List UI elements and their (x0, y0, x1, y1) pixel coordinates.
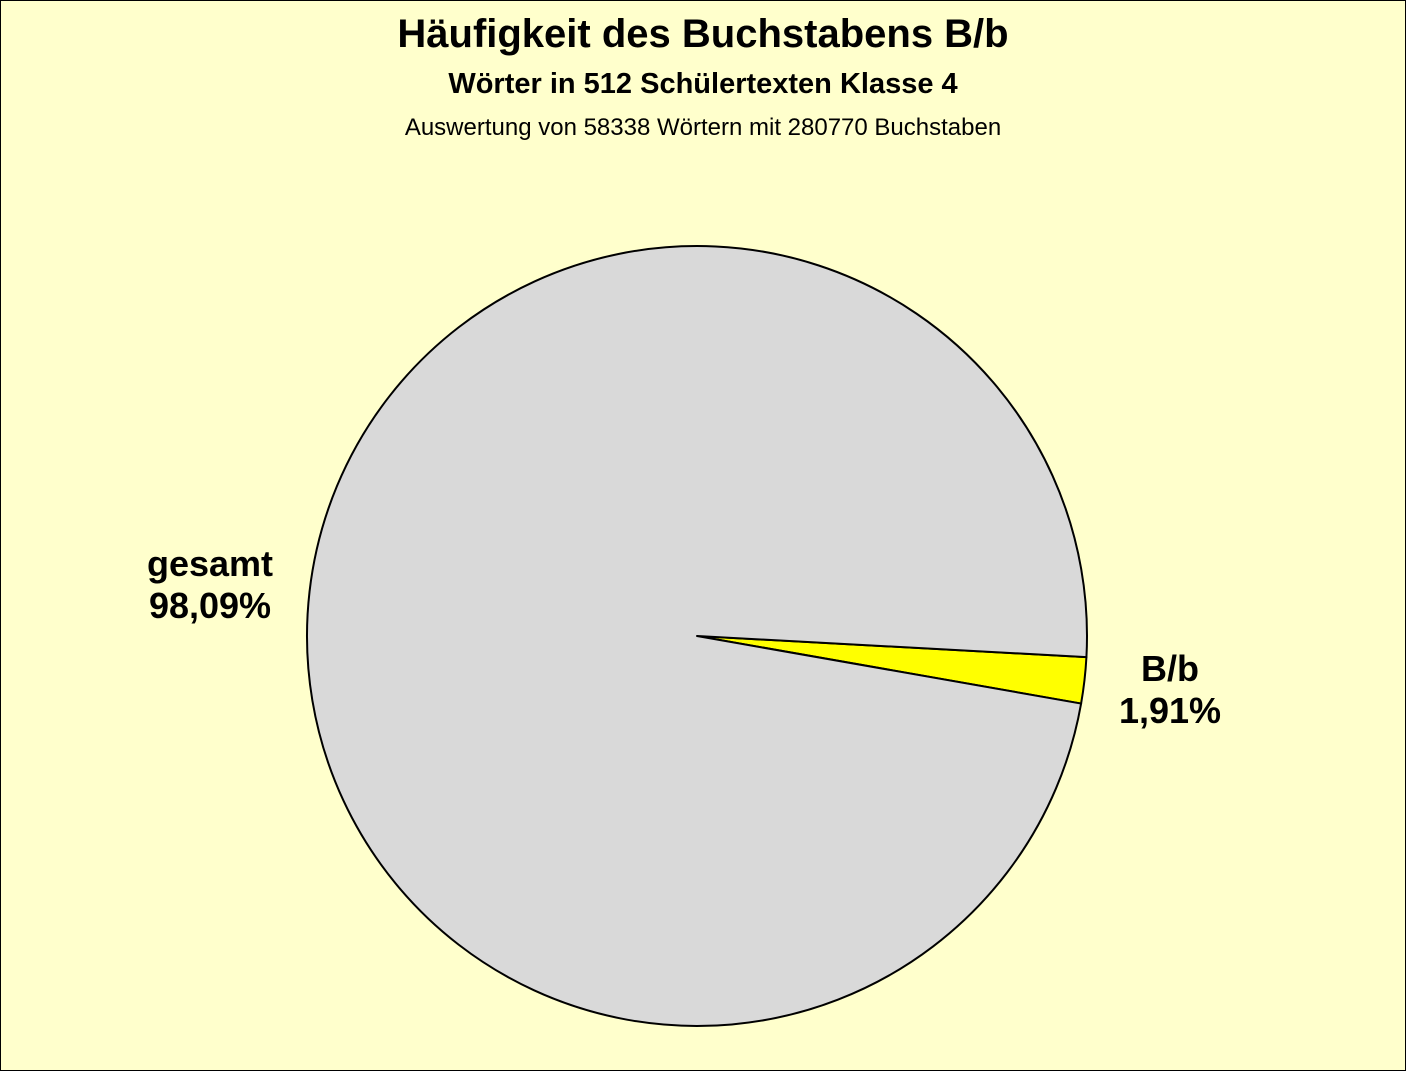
chart-title: Häufigkeit des Buchstabens B/b (397, 12, 1009, 56)
slice-label-gesamt-name: gesamt (146, 543, 274, 584)
slice-label-gesamt: gesamt 98,09% (130, 543, 290, 627)
chart-subtitle-2: Auswertung von 58338 Wörtern mit 280770 … (404, 114, 1002, 141)
pie-slice-gesamt (306, 244, 1088, 1027)
slice-label-bb-name: B/b (1141, 648, 1199, 689)
slice-label-gesamt-value: 98,09% (148, 585, 272, 626)
chart-subtitle: Wörter in 512 Schülertexten Klasse 4 (448, 68, 958, 100)
slice-label-bb-value: 1,91% (1118, 690, 1222, 731)
slice-label-bb: B/b 1,91% (1105, 648, 1235, 732)
